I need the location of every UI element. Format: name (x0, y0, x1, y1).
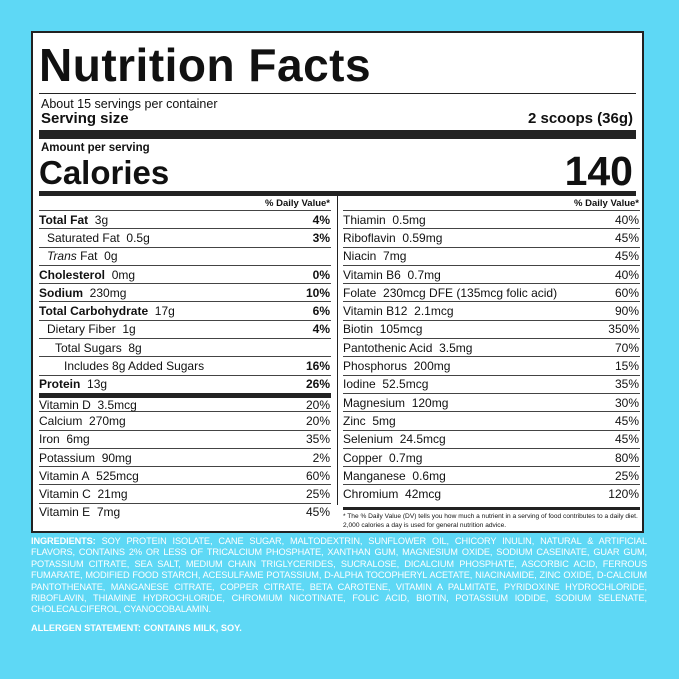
sodium-row: Sodium 230mg 10% (39, 283, 331, 301)
micronutrient-row: Biotin 105mcg 350% (343, 319, 640, 338)
nutrition-facts-label: Nutrition Facts About 15 servings per co… (31, 31, 644, 533)
ingredients-statement: INGREDIENTS: SOY PROTEIN ISOLATE, CANE S… (31, 536, 647, 616)
serving-rule (39, 130, 636, 139)
micronutrient-row: Vitamin B12 2.1mcg 90% (343, 301, 640, 319)
total-fat-row: Total Fat 3g 4% (39, 210, 331, 228)
micronutrient-row: Selenium 24.5mcg 45% (343, 429, 640, 448)
macros-column: % Daily Value* Total Fat 3g 4% Saturated… (39, 193, 331, 521)
trans-fat-row: Trans Fat 0g (39, 246, 331, 265)
cholesterol-row: Cholesterol 0mg 0% (39, 264, 331, 283)
title-rule (39, 93, 636, 94)
vitamin-row: Iron 6mg 35% (39, 429, 331, 448)
total-carbohydrate-row: Total Carbohydrate 17g 6% (39, 301, 331, 319)
micronutrient-row: Copper 0.7mg 80% (343, 447, 640, 466)
protein-row: Protein 13g 26% (39, 374, 331, 393)
micronutrient-row: Thiamin 0.5mg 40% (343, 210, 640, 228)
added-sugars-row: Includes 8g Added Sugars 16% (39, 356, 331, 374)
serving-size-value: 2 scoops (36g) (527, 110, 633, 127)
servings-per-container: About 15 servings per container (41, 97, 218, 111)
micronutrient-row: Phosphorus 200mg 15% (343, 356, 640, 374)
micronutrient-row: Zinc 5mg 45% (343, 411, 640, 429)
daily-value-footnote: * The % Daily Value (DV) tells you how m… (343, 507, 640, 530)
total-sugars-row: Total Sugars 8g (39, 338, 331, 356)
ingredients-label: INGREDIENTS: (31, 536, 96, 546)
micronutrient-row: Vitamin B6 0.7mg 40% (343, 264, 640, 283)
calories-value: 140 (564, 148, 633, 194)
micronutrient-row: Folate 230mcg DFE (135mcg folic acid) 60% (343, 283, 640, 301)
calories-label: Calories (39, 154, 170, 191)
dietary-fiber-row: Dietary Fiber 1g 4% (39, 319, 331, 338)
vitamin-row: Vitamin E 7mg 45% (39, 502, 331, 521)
serving-size-label: Serving size (41, 110, 129, 127)
amount-per-serving: Amount per serving (41, 142, 150, 154)
micronutrient-row: Iodine 52.5mcg 35% (343, 374, 640, 393)
micronutrients-column: % Daily Value* Thiamin 0.5mg 40% Riboflav… (343, 193, 640, 503)
micronutrient-row: Pantothenic Acid 3.5mg 70% (343, 338, 640, 356)
dv-header-right: % Daily Value* (574, 198, 639, 209)
micronutrient-row: Riboflavin 0.59mg 45% (343, 228, 640, 246)
micronutrient-row: Chromium 42mcg 120% (343, 484, 640, 502)
vitamin-row: Potassium 90mg 2% (39, 447, 331, 466)
vitamin-row: Vitamin A 525mcg 60% (39, 466, 331, 484)
ingredients-text: SOY PROTEIN ISOLATE, CANE SUGAR, MALTODE… (31, 536, 647, 615)
saturated-fat-row: Saturated Fat 0.5g 3% (39, 228, 331, 246)
label-title: Nutrition Facts (39, 39, 372, 91)
vitamin-row: Vitamin D 3.5mcg 20% (39, 392, 331, 412)
vitamin-row: Vitamin C 21mg 25% (39, 484, 331, 502)
micronutrient-row: Magnesium 120mg 30% (343, 392, 640, 411)
micronutrient-row: Niacin 7mg 45% (343, 246, 640, 265)
vitamin-row: Calcium 270mg 20% (39, 411, 331, 429)
dv-header-left: % Daily Value* (265, 198, 330, 209)
column-divider (337, 193, 338, 505)
allergen-statement: ALLERGEN STATEMENT: CONTAINS MILK, SOY. (31, 623, 242, 633)
micronutrient-row: Manganese 0.6mg 25% (343, 466, 640, 484)
